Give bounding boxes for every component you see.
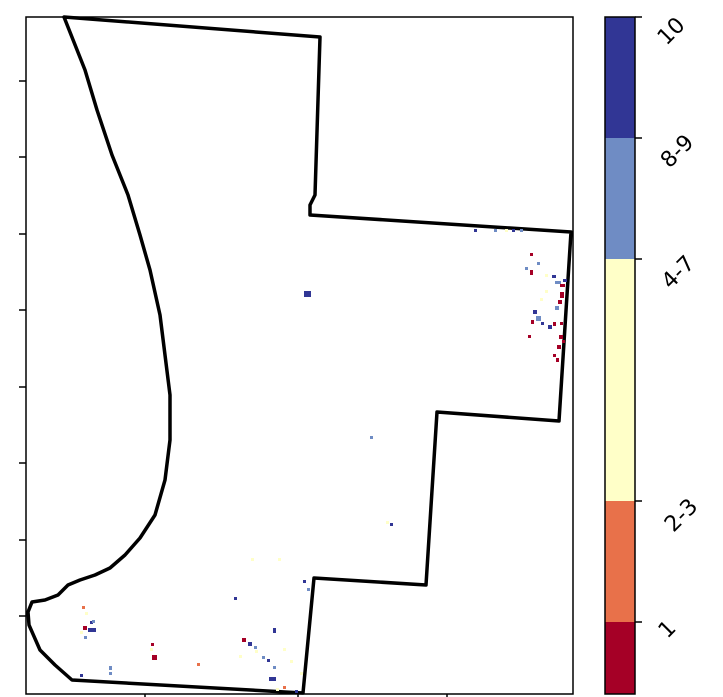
pixel-cell (537, 262, 540, 265)
pixel-cell (248, 642, 252, 646)
colorbar-segment-4-7 (605, 259, 635, 501)
pixel-cell (197, 663, 200, 666)
pixel-cell (553, 322, 556, 326)
pixel-cell (276, 688, 279, 691)
pixel-cells (80, 229, 567, 693)
pixel-cell (90, 621, 93, 624)
pixel-cell (562, 340, 565, 343)
colorbar-frame (604, 16, 636, 695)
pixel-cell (84, 636, 87, 639)
pixel-cell (370, 436, 373, 439)
pixel-cell (254, 646, 257, 649)
colorbar-segment-8-9 (605, 138, 635, 259)
pixel-cell (505, 229, 508, 232)
colorbar-segment-2-3 (605, 501, 635, 622)
pixel-cell (304, 291, 311, 297)
pixel-cell (531, 320, 534, 324)
pixel-cell (556, 358, 559, 362)
pixel-cell (92, 620, 95, 623)
pixel-cell (242, 638, 246, 642)
pixel-cell (533, 310, 537, 314)
pixel-cell (530, 270, 533, 275)
pixel-cell (494, 229, 497, 232)
pixel-cell (525, 267, 528, 270)
pixel-cell (83, 626, 87, 630)
pixel-cell (563, 279, 567, 282)
pixel-cell (545, 290, 548, 293)
pixel-cell (307, 588, 310, 591)
pixel-cell (80, 674, 83, 677)
pixel-cell (88, 628, 96, 632)
colorbar-segment-10 (605, 17, 635, 138)
pixel-cell (555, 281, 561, 284)
pixel-cell (262, 656, 265, 659)
pixel-cell (536, 316, 541, 321)
pixel-cell (541, 322, 544, 325)
colorbar: 10 8-9 4-7 2-3 1 (604, 13, 703, 695)
pixel-cell (560, 292, 564, 298)
pixel-cell (109, 672, 112, 675)
pixel-cell (150, 648, 153, 651)
pixel-cell (555, 306, 559, 310)
pixel-cell (80, 631, 83, 634)
pixel-cell (109, 666, 112, 670)
pixel-cell (290, 660, 293, 663)
colorbar-label-1: 1 (654, 616, 682, 644)
map-y-ticks (19, 80, 26, 617)
pixel-cell (82, 606, 85, 609)
pixel-cell (273, 666, 276, 669)
pixel-cell (295, 690, 298, 693)
pixel-cell (283, 686, 286, 689)
pixel-cell (85, 612, 88, 615)
pixel-cell (303, 580, 306, 583)
pixel-cell (520, 229, 523, 232)
pixel-cell (273, 628, 276, 633)
colorbar-label-2-3: 2-3 (660, 494, 703, 537)
pixel-cell (283, 648, 286, 651)
pixel-cell (151, 643, 154, 646)
pixel-cell (558, 300, 562, 304)
colorbar-segment-1 (605, 622, 635, 694)
map-frame (25, 16, 574, 695)
pixel-cell (278, 558, 281, 561)
pixel-cell (528, 335, 531, 338)
pixel-cell (386, 521, 389, 524)
pixel-cell (530, 253, 533, 256)
pixel-cell (234, 597, 237, 600)
colorbar-label-10: 10 (653, 13, 690, 50)
pixel-cell (300, 672, 303, 675)
pixel-cell (553, 354, 556, 357)
pixel-cell (239, 655, 242, 658)
pixel-cell (390, 523, 393, 526)
pixel-cell (269, 677, 276, 681)
pixel-cell (267, 659, 270, 662)
pixel-cell (512, 229, 515, 232)
pixel-cell (540, 298, 543, 301)
pixel-cell (251, 558, 254, 561)
pixel-cell (560, 322, 563, 325)
pixel-cell (557, 345, 561, 349)
pixel-cell (560, 284, 565, 287)
pixel-cell (255, 650, 258, 653)
pixel-cell (548, 325, 552, 329)
pixel-cell (559, 335, 563, 339)
pixel-cell (552, 275, 556, 278)
pixel-cell (474, 229, 477, 232)
pixel-cell (545, 274, 548, 277)
area-boundary (26, 15, 573, 695)
colorbar-label-8-9: 8-9 (656, 130, 699, 173)
pixel-cell (152, 655, 157, 660)
colorbar-label-4-7: 4-7 (657, 251, 700, 294)
